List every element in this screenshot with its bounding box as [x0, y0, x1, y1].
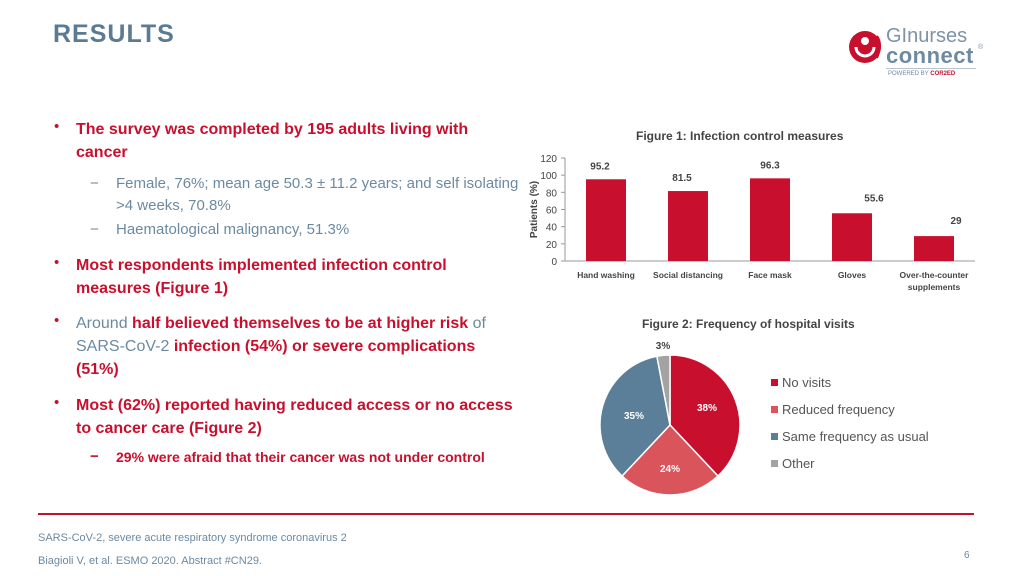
bar-0: [586, 179, 626, 261]
pie-value-label: 3%: [656, 341, 671, 352]
pie-value-label: 38%: [697, 403, 717, 414]
y-tick-label: 0: [551, 257, 557, 268]
figure1-title: Figure 1: Infection control measures: [636, 129, 844, 143]
pie-value-label: 35%: [624, 411, 644, 422]
bullet-marker: •: [54, 254, 60, 271]
logo-powered-by: POWERED BY COR2ED: [888, 71, 956, 77]
pie-slice-2: [599, 355, 671, 478]
bullet-access-text: Most (62%) reported having reduced acces…: [76, 397, 513, 437]
bar-3: [832, 213, 872, 261]
pie-value-label: 24%: [660, 464, 680, 475]
bar-value-label: 55.6: [864, 193, 884, 204]
y-axis-label: Patients (%): [529, 181, 540, 238]
footer-divider: [38, 513, 974, 515]
y-tick-label: 80: [546, 188, 558, 199]
bar-4: [914, 236, 954, 261]
x-tick-label: Gloves: [838, 270, 867, 280]
y-tick-label: 40: [546, 223, 558, 234]
bullet-infection-control-text: Most respondents implemented infection c…: [76, 257, 447, 297]
legend-label: Other: [782, 456, 815, 471]
bar-value-label: 81.5: [672, 173, 692, 184]
legend-swatch: [771, 379, 778, 386]
legend-label: Reduced frequency: [782, 402, 895, 417]
bullet-higher-risk-text: Around half believed themselves to be at…: [76, 315, 486, 378]
x-tick-label: Face mask: [748, 270, 792, 280]
figure2-title: Figure 2: Frequency of hospital visits: [642, 317, 855, 331]
legend-swatch: [771, 406, 778, 413]
logo-text-bottom: connect: [886, 43, 974, 68]
x-tick-label: Over-the-counter: [900, 270, 970, 280]
legend-swatch: [771, 433, 778, 440]
legend-swatch: [771, 460, 778, 467]
bullet-marker: •: [54, 118, 60, 135]
pie-slice-0: [669, 354, 741, 478]
gi-nurses-connect-logo: GInurses connect ® POWERED BY COR2ED: [846, 24, 986, 84]
logo-divider: [886, 68, 976, 69]
logo-text-top: GInurses: [886, 25, 968, 47]
y-tick-label: 100: [540, 171, 557, 182]
page-number: 6: [964, 550, 970, 561]
legend-label: No visits: [782, 375, 832, 390]
logo-registered-mark: ®: [978, 44, 984, 51]
footnote-citation: Biagioli V, et al. ESMO 2020. Abstract #…: [38, 555, 262, 567]
bar-2: [750, 178, 790, 261]
pie-slice-3: [656, 354, 671, 426]
legend-label: Same frequency as usual: [782, 429, 929, 444]
y-tick-label: 20: [546, 240, 558, 251]
y-tick-label: 120: [540, 154, 557, 165]
bullet-marker: •: [54, 312, 60, 329]
footnote-abbreviation: SARS-CoV-2, severe acute respiratory syn…: [38, 532, 347, 544]
pie-slice-1: [621, 423, 719, 496]
logo-mark-icon: [849, 31, 881, 63]
bar-value-label: 96.3: [760, 160, 780, 171]
bar-value-label: 29: [950, 216, 962, 227]
x-tick-label: supplements: [908, 282, 961, 292]
x-tick-label: Social distancing: [653, 270, 723, 280]
bar-value-label: 95.2: [590, 161, 610, 172]
y-tick-label: 60: [546, 206, 558, 217]
bar-1: [668, 191, 708, 261]
hospital-visits-pie-chart: 38% 24% 35% 3%: [599, 341, 741, 496]
infection-control-bar-chart: 0 20 40 60 80 100 120 Patients (%) 95.2 Hand wash…: [529, 154, 975, 292]
bullet-survey-text: The survey was completed by 195 adults l…: [76, 121, 469, 161]
bullet-marker: •: [54, 394, 60, 411]
x-tick-label: Hand washing: [577, 270, 635, 280]
slide-title: RESULTS: [53, 20, 175, 48]
